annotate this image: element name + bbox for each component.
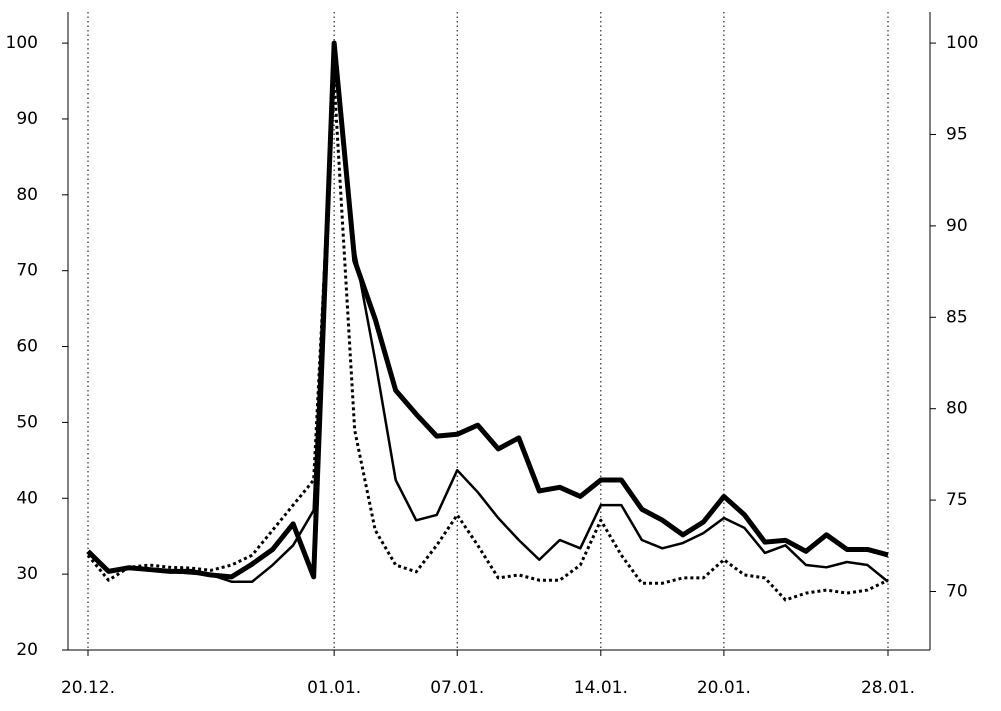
y2-tick-label: 75 [946, 490, 968, 510]
x-tick-label: 14.01. [574, 678, 628, 698]
series-line [86, 40, 889, 580]
y-tick-label: 20 [16, 640, 38, 660]
y2-tick-label: 85 [946, 307, 968, 327]
y-tick-label: 70 [16, 261, 38, 281]
series-line [86, 78, 889, 602]
y2-tick-label: 95 [946, 124, 968, 144]
y-tick-label: 80 [16, 185, 38, 205]
y2-tick-label: 90 [946, 216, 968, 236]
y-tick-label: 50 [16, 412, 38, 432]
x-tick-label: 07.01. [430, 678, 484, 698]
y2-tick-label: 70 [946, 582, 968, 602]
y-tick-label: 30 [16, 564, 38, 584]
x-tick-label: 28.01. [861, 678, 915, 698]
y-tick-label: 60 [16, 337, 38, 357]
y-tick-label: 40 [16, 488, 38, 508]
x-tick-label: 20.12. [61, 678, 115, 698]
x-tick-label: 01.01. [307, 678, 361, 698]
series-line [87, 41, 889, 583]
y-tick-label: 90 [16, 109, 38, 129]
y2-tick-label: 80 [946, 399, 968, 419]
y-tick-label: 100 [6, 33, 38, 53]
x-tick-label: 20.01. [697, 678, 751, 698]
y2-tick-label: 100 [946, 33, 978, 53]
